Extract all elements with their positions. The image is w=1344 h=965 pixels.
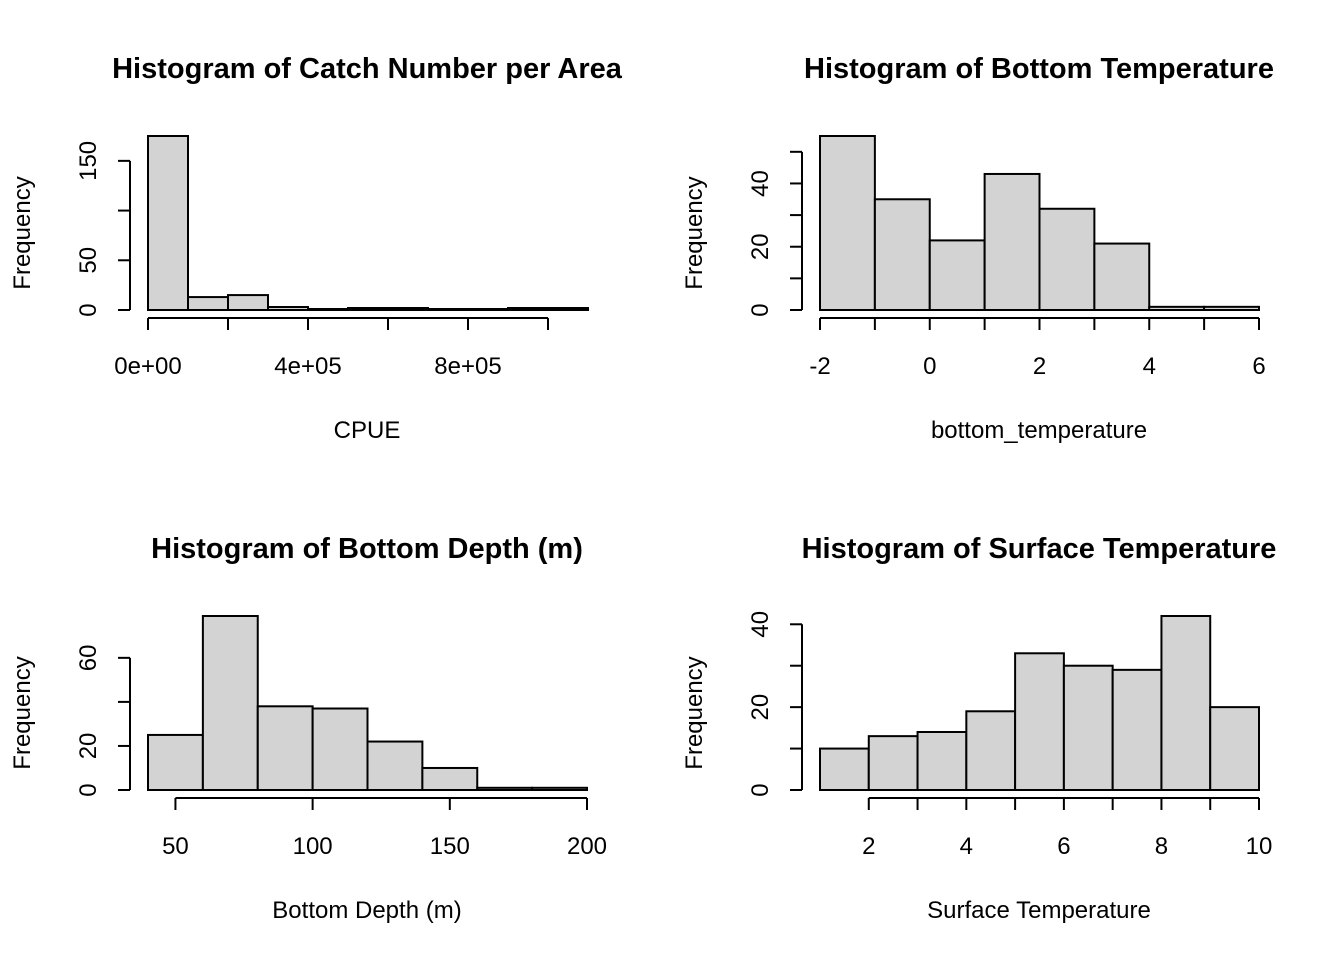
panel-1-bar-5 [307, 308, 349, 311]
panel-4-bar-8 [1160, 615, 1212, 791]
panel-3-x-tick-label-2: 100 [293, 833, 333, 860]
panel-3-bar-3 [256, 705, 314, 791]
panel-3-bar-8 [531, 786, 588, 792]
panel-4-bar-9 [1209, 706, 1260, 792]
panel-3-y-tick-label-4: 60 [75, 644, 102, 671]
panel-4-bar-1 [819, 747, 870, 791]
panel-3-y-axis-label: Frequency [9, 656, 36, 769]
panel-3-x-tick-label-1: 50 [162, 833, 189, 860]
panel-1-x-tick-label-5: 8e+05 [434, 353, 501, 380]
panel-3-bar-4 [311, 707, 369, 792]
panel-2-bar-7 [1148, 305, 1206, 312]
panel-2-x-tick-label-9: 6 [1252, 353, 1265, 380]
panel-1-bar-8 [427, 308, 469, 311]
panel-2-y-tick-label-3: 20 [747, 233, 774, 260]
panel-1-title: Histogram of Catch Number per Area [112, 53, 623, 85]
panel-3-bar-6 [421, 766, 479, 791]
panel-2-x-tick-label-7: 4 [1143, 353, 1156, 380]
panel-2-x-tick-label-1: -2 [809, 353, 830, 380]
panel-2-bar-1 [819, 135, 876, 311]
panel-4-y-tick-label-3: 20 [747, 694, 774, 721]
panel-4-y-tick-label-5: 40 [747, 611, 774, 638]
panel-1-y-tick-label-2: 50 [75, 247, 102, 274]
panel-4-bar-2 [867, 735, 919, 792]
panel-2-bar-3 [928, 239, 986, 311]
panel-4-bar-4 [965, 710, 1017, 791]
panel-1-y-tick-label-1: 0 [75, 303, 102, 316]
panel-1-x-axis-label: CPUE [334, 417, 401, 444]
panel-1-y-tick-label-4: 150 [75, 141, 102, 181]
panel-1-bar-2 [187, 296, 229, 311]
panel-2-bar-6 [1093, 242, 1151, 311]
panel-3-bar-5 [366, 740, 424, 792]
panel-3-x-axis-label: Bottom Depth (m) [272, 897, 461, 924]
panel-4-x-axis-label: Surface Temperature [927, 897, 1151, 924]
panel-3-x-tick-label-3: 150 [430, 833, 470, 860]
panel-2-y-tick-label-5: 40 [747, 170, 774, 197]
panel-3-y-tick-label-1: 0 [75, 783, 102, 796]
panel-3-bar-1 [147, 733, 204, 791]
panel-1-bar-9 [467, 308, 509, 311]
panel-4-y-tick-label-1: 0 [747, 783, 774, 796]
panel-2-x-tick-label-5: 2 [1033, 353, 1046, 380]
panel-4-x-tick-label-5: 6 [1057, 833, 1070, 860]
panel-4-bar-6 [1062, 664, 1114, 792]
panel-3-bar-7 [476, 786, 534, 792]
panel-2-bar-5 [1038, 207, 1096, 312]
panel-1-bar-7 [387, 307, 429, 311]
panel-4-y-axis-label: Frequency [681, 656, 708, 769]
panel-2-bar-4 [983, 172, 1041, 311]
panel-4-x-tick-label-1: 2 [862, 833, 875, 860]
panel-1-bar-6 [347, 307, 389, 311]
panel-3-title: Histogram of Bottom Depth (m) [151, 533, 583, 565]
panel-4-x-tick-label-3: 4 [960, 833, 973, 860]
panel-1-x-tick-label-1: 0e+00 [114, 353, 181, 380]
panel-2-bar-8 [1203, 305, 1260, 312]
panel-2-x-axis-label: bottom_temperature [931, 417, 1147, 444]
panel-1-bar-3 [227, 294, 269, 312]
panel-1-bar-1 [147, 135, 189, 311]
panel-3-x-tick-label-4: 200 [567, 833, 607, 860]
panel-2-y-axis-label: Frequency [681, 176, 708, 289]
panel-4-bar-7 [1111, 668, 1163, 791]
panel-4-x-tick-label-9: 10 [1246, 833, 1273, 860]
panel-1-x-tick-label-3: 4e+05 [274, 353, 341, 380]
panel-1-y-axis-label: Frequency [9, 176, 36, 289]
panel-4-bar-3 [916, 731, 968, 791]
panel-2-y-tick-label-1: 0 [747, 303, 774, 316]
panel-4-title: Histogram of Surface Temperature [802, 533, 1277, 565]
panel-4-x-tick-label-7: 8 [1155, 833, 1168, 860]
panel-4-bar-5 [1014, 652, 1065, 791]
panel-3-y-tick-label-2: 20 [75, 733, 102, 760]
panel-3-bar-2 [201, 615, 259, 791]
panel-1-bar-10 [507, 307, 549, 311]
panel-2-title: Histogram of Bottom Temperature [804, 53, 1274, 85]
panel-2-x-tick-label-3: 0 [923, 353, 936, 380]
panel-1-bar-11 [547, 307, 589, 311]
panel-2-bar-2 [873, 198, 931, 311]
panel-1-bar-4 [267, 306, 309, 312]
